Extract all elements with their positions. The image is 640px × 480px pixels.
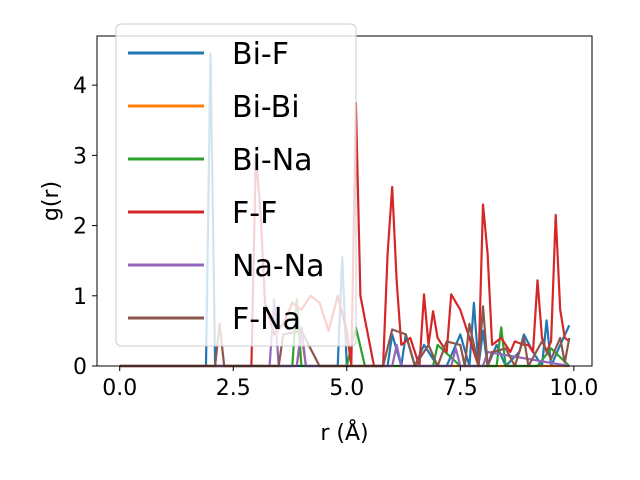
- x-tick-label: 7.5: [443, 376, 478, 401]
- x-tick-label: 0.0: [102, 376, 137, 401]
- y-tick-label: 2: [73, 215, 87, 240]
- legend-label-f-f: F-F: [232, 196, 277, 231]
- legend: Bi-F Bi-Bi Bi-Na F-F Na-Na F-Na: [115, 23, 357, 347]
- x-tick-label: 2.5: [216, 376, 251, 401]
- y-tick-label: 3: [73, 144, 87, 169]
- x-axis-label: r (Å): [320, 419, 368, 446]
- y-tick-label: 0: [73, 355, 87, 380]
- legend-label-na-na: Na-Na: [232, 249, 324, 284]
- x-tick-label: 10.0: [549, 376, 598, 401]
- legend-label-f-na: F-Na: [232, 302, 301, 337]
- axes-layer: 0.0 2.5 5.0 7.5 10.0 0 1 2 3 4: [73, 74, 598, 401]
- legend-label-bi-bi: Bi-Bi: [232, 90, 300, 125]
- legend-label-bi-na: Bi-Na: [232, 143, 313, 178]
- y-tick-label: 1: [73, 285, 87, 310]
- x-tick-label: 5.0: [329, 376, 364, 401]
- y-axis-label: g(r): [39, 181, 64, 221]
- legend-label-bi-f: Bi-F: [232, 37, 289, 72]
- legend-box: [115, 23, 357, 347]
- y-tick-label: 4: [73, 74, 87, 99]
